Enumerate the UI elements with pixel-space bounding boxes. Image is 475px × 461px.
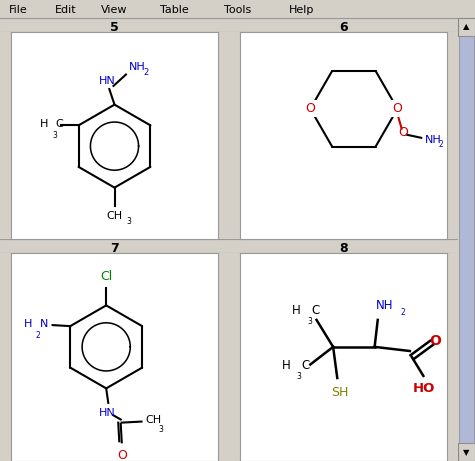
Text: O: O: [305, 102, 315, 115]
Text: Tools: Tools: [224, 5, 252, 15]
Text: Cl: Cl: [100, 270, 112, 283]
Text: CH: CH: [106, 212, 122, 221]
Text: 3: 3: [52, 131, 57, 140]
Text: NH: NH: [425, 135, 441, 145]
Text: H: H: [292, 304, 301, 317]
Text: O: O: [392, 102, 402, 115]
Bar: [458, 443, 475, 461]
Text: C: C: [301, 359, 309, 372]
Text: 3: 3: [126, 217, 132, 226]
Text: N: N: [40, 319, 48, 330]
Text: H: H: [40, 119, 48, 130]
Text: 5: 5: [110, 21, 119, 34]
Text: H: H: [23, 319, 32, 330]
Text: O: O: [117, 449, 127, 461]
Text: 3: 3: [307, 317, 312, 326]
Text: 6: 6: [339, 21, 348, 34]
Text: 8: 8: [339, 242, 348, 255]
Text: 7: 7: [110, 242, 119, 255]
Text: 2: 2: [143, 68, 149, 77]
Text: C: C: [56, 119, 64, 130]
Text: File: File: [9, 5, 28, 15]
Text: C: C: [311, 304, 320, 317]
Text: 2: 2: [36, 331, 40, 340]
Text: 2: 2: [438, 140, 443, 148]
Text: SH: SH: [331, 386, 348, 399]
Text: HN: HN: [99, 76, 115, 86]
Text: O: O: [429, 334, 441, 348]
Text: NH: NH: [376, 299, 394, 312]
Text: CH: CH: [146, 414, 162, 425]
Text: ▲: ▲: [463, 23, 470, 31]
Text: H: H: [282, 359, 291, 372]
Text: HN: HN: [99, 408, 115, 418]
Text: O: O: [399, 126, 408, 139]
Text: View: View: [101, 5, 127, 15]
Text: HO: HO: [413, 382, 436, 395]
Text: Edit: Edit: [55, 5, 76, 15]
Text: NH: NH: [129, 62, 146, 72]
Bar: [458, 18, 475, 35]
Text: 2: 2: [400, 308, 405, 317]
Text: Help: Help: [288, 5, 314, 15]
Text: Table: Table: [160, 5, 189, 15]
Text: 3: 3: [159, 425, 163, 434]
Text: 3: 3: [297, 372, 302, 381]
Text: ▼: ▼: [463, 448, 470, 457]
